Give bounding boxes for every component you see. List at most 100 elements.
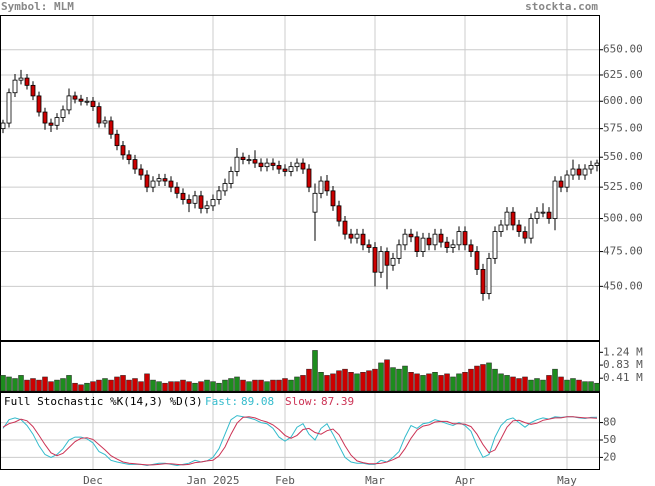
volume-bar: [594, 382, 600, 392]
volume-bar: [180, 379, 186, 392]
volume-bar: [258, 379, 264, 392]
volume-bar: [228, 378, 234, 392]
candle-body: [144, 174, 150, 188]
volume-bar: [222, 379, 228, 392]
volume-bar: [60, 378, 66, 392]
volume-bar: [516, 378, 522, 392]
volume-bar: [264, 381, 270, 392]
volume-bar: [54, 379, 60, 392]
candle-body: [66, 95, 72, 111]
volume-bar: [288, 379, 294, 392]
volume-bar: [522, 376, 528, 392]
candle-body: [276, 165, 282, 170]
y-tick-label: 550.00: [603, 150, 643, 163]
candle-body: [570, 168, 576, 176]
candle-body: [30, 84, 36, 97]
candle-body: [390, 257, 396, 266]
volume-bar: [312, 350, 318, 392]
candle-body: [282, 168, 288, 172]
candle-body: [252, 159, 258, 164]
candle-body: [516, 224, 522, 232]
candle-body: [216, 190, 222, 200]
candle-body: [150, 180, 156, 188]
legend-name: Fast:: [205, 395, 238, 408]
candle-body: [234, 156, 240, 172]
candle-body: [102, 120, 108, 124]
candle-body: [246, 159, 252, 161]
stoch-title: Full Stochastic %K(14,3) %D(3): [4, 395, 203, 408]
volume-bar: [510, 376, 516, 392]
candle-body: [114, 133, 120, 147]
candle-body: [132, 159, 138, 170]
y-tick-label: 500.00: [603, 212, 643, 225]
y-tick-label: 80: [603, 416, 616, 429]
volume-bar: [558, 376, 564, 392]
volume-bar: [240, 379, 246, 392]
candle-body: [546, 211, 552, 219]
y-tick-label: 650.00: [603, 43, 643, 56]
candle-body: [186, 199, 192, 204]
volume-bar: [456, 373, 462, 392]
x-tick-label: May: [557, 474, 577, 486]
y-tick-label: 575.00: [603, 122, 643, 135]
candle-body: [402, 233, 408, 246]
y-tick-label: 475.00: [603, 245, 643, 258]
volume-bar: [546, 375, 552, 392]
candle-body: [198, 195, 204, 209]
candle-body: [120, 145, 126, 156]
volume-bar: [498, 373, 504, 392]
volume-bar: [90, 381, 96, 392]
candle-body: [240, 156, 246, 160]
volume-bar: [198, 381, 204, 392]
candle-body: [138, 168, 144, 176]
volume-bar: [294, 376, 300, 392]
candle-body: [558, 180, 564, 188]
candle-body: [372, 247, 378, 273]
legend-value: 87.39: [321, 395, 354, 408]
candle-body: [300, 162, 306, 170]
candle-body: [510, 211, 516, 226]
volume-bar: [234, 376, 240, 392]
volume-bar: [450, 376, 456, 392]
volume-bar: [30, 378, 36, 392]
volume-bar: [102, 378, 108, 392]
candle-body: [36, 95, 42, 113]
candle-body: [258, 162, 264, 168]
volume-bar: [150, 379, 156, 392]
candle-body: [348, 233, 354, 239]
candle-body: [312, 192, 318, 213]
candle-body: [222, 183, 228, 192]
candle-body: [354, 233, 360, 239]
candle-body: [174, 186, 180, 194]
volume-bar: [534, 378, 540, 392]
volume-bar: [204, 379, 210, 392]
candle-body: [60, 109, 66, 118]
volume-bar: [570, 378, 576, 392]
candle-body: [6, 92, 12, 124]
candle-body: [54, 117, 60, 126]
volume-bar: [306, 368, 312, 392]
candle-body: [462, 231, 468, 246]
stoch-line: [2, 415, 598, 467]
volume-bar: [366, 370, 372, 392]
candle-body: [0, 122, 6, 130]
candle-body: [366, 244, 372, 248]
volume-bar: [126, 379, 132, 392]
candle-body: [156, 178, 162, 182]
volume-bar: [426, 373, 432, 392]
candle-body: [360, 233, 366, 246]
volume-bar: [588, 381, 594, 392]
volume-bar: [420, 375, 426, 392]
candle-body: [420, 237, 426, 252]
candle-body: [72, 95, 78, 100]
candle-body: [504, 211, 510, 226]
volume-bar: [414, 373, 420, 392]
volume-bar: [108, 379, 114, 392]
y-tick-label: 525.00: [603, 180, 643, 193]
volume-bar: [78, 384, 84, 392]
volume-bar: [384, 359, 390, 392]
volume-bar: [72, 382, 78, 392]
candle-body: [42, 111, 48, 124]
candle-body: [534, 211, 540, 219]
